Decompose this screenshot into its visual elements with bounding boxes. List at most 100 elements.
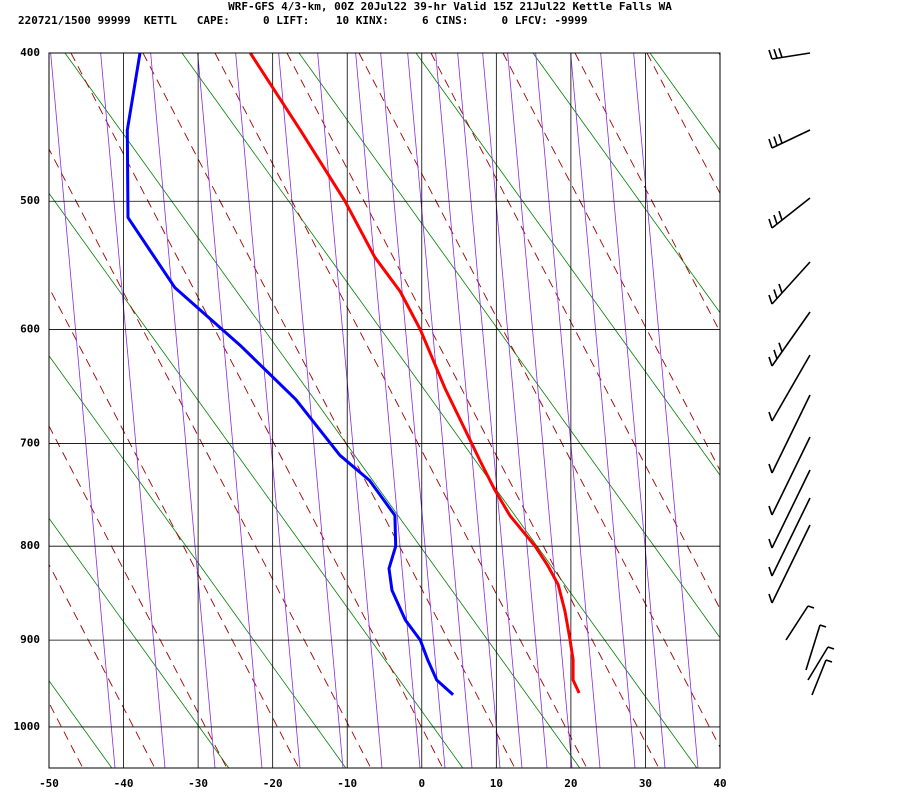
barb-feather — [768, 138, 773, 149]
barb-feather — [819, 624, 827, 628]
profiles — [125, 52, 581, 696]
barb-staff — [771, 311, 811, 367]
barb-feather — [768, 505, 773, 516]
mixing-ratio-line — [435, 53, 501, 768]
mixing-ratio-line — [197, 53, 263, 768]
mixing-ratio-line — [100, 53, 166, 768]
x-tick-label: 10 — [490, 777, 503, 790]
y-tick-label: 1000 — [14, 720, 41, 733]
barb-staff — [811, 659, 827, 696]
chart-title: WRF-GFS 4/3-km, 00Z 20Jul22 39-hr Valid … — [228, 0, 672, 13]
plot-frame — [48, 52, 721, 769]
x-tick-label: 0 — [418, 777, 425, 790]
barb-staff — [785, 605, 809, 641]
moist-adiabat — [49, 702, 84, 768]
barb-feather — [773, 48, 778, 59]
x-tick-label: 30 — [639, 777, 652, 790]
dry-adiabat — [298, 53, 720, 639]
moist-adiabat — [358, 53, 720, 749]
barb-staff — [771, 197, 811, 229]
x-tick-label: -40 — [114, 777, 134, 790]
mixing-ratio-line — [407, 53, 473, 768]
barb-feather — [768, 49, 773, 60]
barb-staff — [771, 394, 811, 474]
mixing-ratio-line — [235, 53, 301, 768]
mixing-ratio-line — [570, 53, 636, 768]
barb-feather — [807, 605, 815, 609]
barb-staff — [807, 646, 829, 681]
dry-adiabat — [181, 53, 698, 768]
y-tick-label: 400 — [20, 46, 40, 59]
dry-adiabat — [49, 517, 230, 768]
mixing-ratio-line — [457, 53, 523, 768]
x-tick-label: -10 — [337, 777, 357, 790]
mixing-ratio-line — [482, 53, 548, 768]
barb-feather — [778, 283, 783, 294]
mixing-ratio-line — [50, 53, 116, 768]
barb-feather — [773, 289, 778, 299]
barb-feather — [768, 538, 773, 549]
mixing-ratio-line — [507, 53, 573, 768]
barb-feather — [773, 214, 778, 225]
barb-feather — [768, 294, 773, 305]
y-tick-label: 700 — [20, 436, 40, 449]
moist-adiabat — [49, 286, 300, 768]
barb-staff — [771, 354, 811, 422]
x-tick-label: -20 — [263, 777, 283, 790]
barb-staff — [771, 469, 811, 549]
barb-staff — [805, 624, 821, 671]
profile-line — [125, 52, 455, 696]
x-tick-label: -50 — [39, 777, 59, 790]
moist-adiabat — [142, 53, 516, 768]
barb-feather — [827, 646, 835, 650]
mixing-ratio-line — [278, 53, 344, 768]
dry-adiabat — [415, 53, 720, 476]
barb-feather — [768, 463, 773, 474]
moist-adiabat — [646, 53, 720, 195]
barb-feather — [773, 349, 778, 360]
wind-barbs — [768, 48, 835, 696]
y-tick-label: 600 — [20, 323, 40, 336]
barb-feather — [768, 593, 773, 604]
barb-feather — [768, 566, 773, 577]
y-tick-label: 900 — [20, 633, 40, 646]
x-tick-label: 20 — [564, 777, 577, 790]
mixing-ratio-line — [317, 53, 383, 768]
barb-feather — [768, 356, 773, 367]
moist-adiabat — [430, 53, 720, 610]
mixing-ratio-line — [600, 53, 666, 768]
barb-staff — [771, 52, 811, 60]
grid: -50 -40 -30 -20 -10 0 10 20 30 40 400 500 600 700 800 9… — [14, 46, 727, 790]
moist-adiabat — [0, 53, 11, 768]
barb-staff — [771, 524, 811, 604]
barb-staff — [771, 497, 811, 577]
moist-adiabat — [49, 425, 228, 768]
barb-feather — [773, 136, 778, 146]
mixing-ratio-line — [380, 53, 446, 768]
mixing-ratio-line — [150, 53, 216, 768]
mixing-ratio-line — [535, 53, 601, 768]
moist-adiabat — [791, 53, 900, 768]
dry-adiabat — [64, 53, 581, 768]
dry-adiabat — [532, 53, 720, 314]
barb-staff — [771, 261, 811, 305]
barb-feather — [825, 659, 833, 663]
barb-feather — [768, 411, 773, 422]
x-tick-label: 40 — [713, 777, 726, 790]
moist-adiabat — [574, 53, 720, 333]
barb-staff — [771, 436, 811, 516]
x-tick-label: -30 — [188, 777, 208, 790]
dry-adiabat — [49, 192, 464, 768]
moist-adiabat — [49, 148, 372, 768]
dry-adiabat — [649, 53, 720, 151]
profile-line — [249, 52, 581, 694]
dry-adiabat — [767, 53, 900, 768]
barb-staff — [771, 129, 811, 149]
barb-feather — [778, 134, 783, 144]
chart-subtitle: 220721/1500 99999 KETTL CAPE: 0 LIFT: 10… — [18, 14, 588, 27]
mixing-ratio-line — [355, 53, 421, 768]
moist-adiabat — [214, 53, 588, 768]
y-tick-label: 800 — [20, 539, 40, 552]
